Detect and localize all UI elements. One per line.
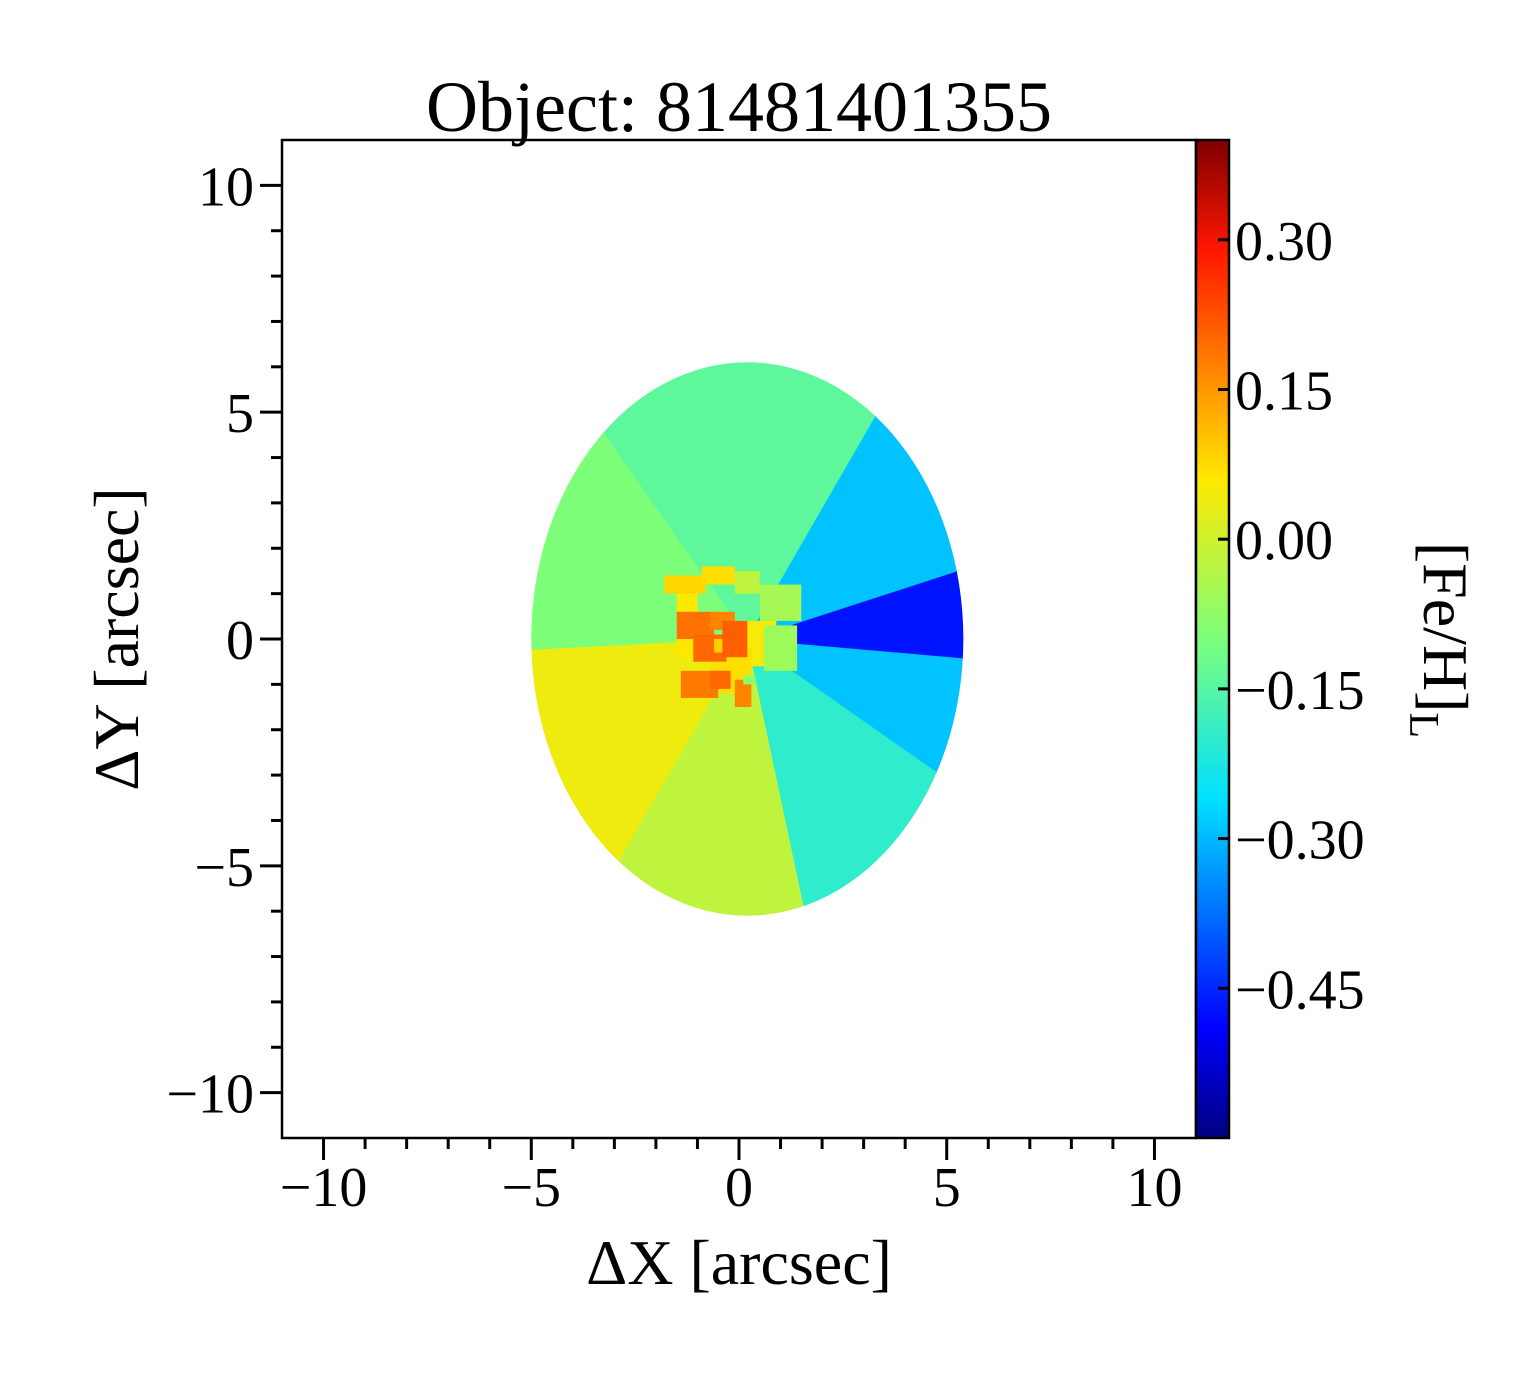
core-cell (722, 620, 748, 658)
y-tick-label: 5 (226, 383, 254, 445)
x-tick-label: 0 (725, 1157, 753, 1219)
sector-east-far (747, 510, 964, 676)
colorbar-tick-label: 0.30 (1235, 211, 1333, 273)
x-tick-label: 10 (1126, 1157, 1182, 1219)
colorbar-tick-label: 0.15 (1235, 361, 1333, 423)
x-axis-label: ΔX [arcsec] (586, 1227, 892, 1298)
core-cell (676, 593, 698, 617)
core-cell (664, 575, 706, 594)
core-cell (743, 675, 756, 685)
chart-title: Object: 81481401355 (426, 67, 1052, 147)
x-tick-label: −10 (280, 1157, 368, 1219)
y-tick-label: −5 (194, 837, 254, 899)
core-cells (664, 566, 802, 707)
colorbar-tick-label: −0.45 (1235, 959, 1365, 1021)
sector-north-northeast (674, 362, 956, 641)
y-axis-label: ΔY [arcsec] (81, 487, 152, 790)
core-cell (676, 611, 715, 639)
svg-text:[Fe/H]L: [Fe/H]L (1400, 542, 1481, 738)
core-cell (763, 625, 798, 671)
sector-north (531, 362, 748, 640)
colorbar-ticks: 0.30 0.15 0.00 −0.15 −0.30 −0.45 (1218, 211, 1365, 1021)
core-cell (709, 670, 731, 689)
metallicity-map (531, 362, 964, 916)
colorbar-tick-label: −0.30 (1235, 810, 1365, 872)
core-cell (701, 566, 735, 585)
x-tick-label: 5 (933, 1157, 961, 1219)
y-tick-label: 10 (198, 156, 254, 218)
core-cell (714, 639, 723, 653)
core-cell (759, 584, 802, 621)
colorbar-label: [Fe/H]L (1400, 542, 1481, 738)
colorbar-label-main: [Fe/H] (1410, 542, 1481, 713)
core-cell (734, 571, 760, 594)
y-tick-label: 0 (226, 610, 254, 672)
y-axis-ticks: −10 −5 0 5 10 (166, 156, 282, 1126)
core-cell (734, 679, 752, 707)
x-axis-ticks: −10 −5 0 5 10 (280, 1138, 1182, 1219)
y-tick-label: −10 (166, 1064, 254, 1126)
colorbar-label-subscript: L (1400, 712, 1446, 738)
x-tick-label: −5 (501, 1157, 561, 1219)
colorbar-tick-label: −0.15 (1235, 660, 1365, 722)
sector-south (539, 637, 835, 916)
colorbar (1194, 138, 1231, 1140)
colorbar-tick-label: 0.00 (1235, 510, 1333, 572)
